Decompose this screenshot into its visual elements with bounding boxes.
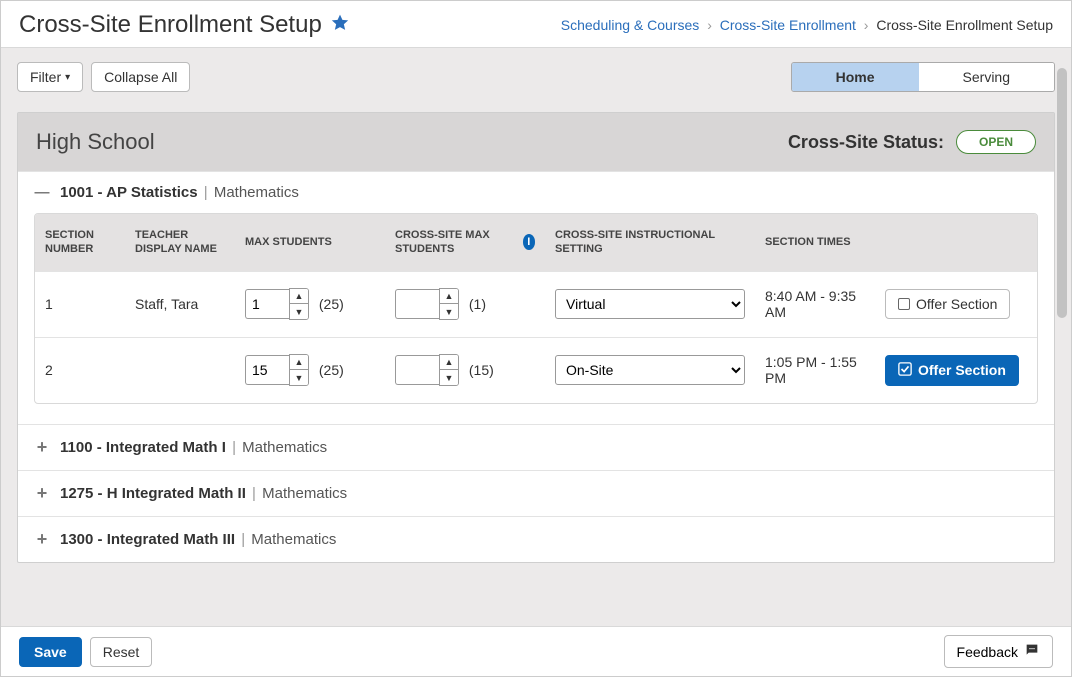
- expand-icon[interactable]: +: [34, 529, 50, 550]
- step-down-icon[interactable]: ▼: [440, 370, 458, 385]
- feedback-label: Feedback: [957, 644, 1018, 660]
- favorite-star-icon[interactable]: [330, 13, 350, 38]
- checkbox-checked-icon: [898, 362, 912, 379]
- cs-max-stepper[interactable]: ▲▼: [395, 288, 459, 320]
- offer-section-button[interactable]: Offer Section: [885, 355, 1019, 386]
- section-times: 1:05 PM - 1:55 PM: [755, 344, 875, 396]
- col-times: SECTION TIMES: [755, 221, 875, 263]
- max-cap: (25): [319, 362, 344, 378]
- chat-icon: [1024, 642, 1040, 661]
- course-dept: Mathematics: [251, 531, 336, 548]
- section-row: 1 Staff, Tara ▲▼ (25) ▲▼: [35, 271, 1037, 337]
- instructional-setting-select[interactable]: On-Site: [555, 355, 745, 385]
- step-up-icon[interactable]: ▲: [290, 289, 308, 304]
- max-cap: (25): [319, 296, 344, 312]
- checkbox-empty-icon: [898, 298, 910, 310]
- status-label: Cross-Site Status:: [788, 132, 944, 153]
- teacher-name: Staff, Tara: [125, 286, 235, 322]
- teacher-name: [125, 360, 235, 380]
- step-up-icon[interactable]: ▲: [440, 289, 458, 304]
- breadcrumb-link-2[interactable]: Cross-Site Enrollment: [720, 17, 856, 33]
- cs-max-stepper[interactable]: ▲▼: [395, 354, 459, 386]
- course-header[interactable]: + 1275 - H Integrated Math II | Mathemat…: [18, 470, 1054, 516]
- collapse-icon[interactable]: —: [34, 184, 50, 201]
- course-code: 1275 - H Integrated Math II: [60, 485, 246, 502]
- max-students-stepper[interactable]: ▲▼: [245, 354, 309, 386]
- instructional-setting-select[interactable]: Virtual: [555, 289, 745, 319]
- step-up-icon[interactable]: ▲: [440, 355, 458, 370]
- course-header[interactable]: + 1300 - Integrated Math III | Mathemati…: [18, 516, 1054, 562]
- collapse-all-button[interactable]: Collapse All: [91, 62, 190, 92]
- expand-icon[interactable]: +: [34, 483, 50, 504]
- step-down-icon[interactable]: ▼: [290, 370, 308, 385]
- course-dept: Mathematics: [242, 439, 327, 456]
- course-header[interactable]: — 1001 - AP Statistics | Mathematics: [18, 171, 1054, 213]
- footer-bar: Save Reset Feedback: [1, 626, 1071, 676]
- vertical-scrollbar[interactable]: [1055, 48, 1069, 626]
- col-setting: CROSS-SITE INSTRUCTIONAL SETTING: [545, 214, 755, 271]
- section-times: 8:40 AM - 9:35 AM: [755, 278, 875, 330]
- filter-button[interactable]: Filter ▾: [17, 62, 83, 92]
- panel-title: High School: [36, 129, 155, 155]
- feedback-button[interactable]: Feedback: [944, 635, 1053, 668]
- section-number: 1: [35, 286, 125, 322]
- cs-cap: (15): [469, 362, 494, 378]
- col-teacher: TEACHER DISPLAY NAME: [125, 214, 235, 271]
- step-down-icon[interactable]: ▼: [440, 304, 458, 319]
- expand-icon[interactable]: +: [34, 437, 50, 458]
- course-dept: Mathematics: [262, 485, 347, 502]
- course-code: 1001 - AP Statistics: [60, 184, 198, 201]
- max-students-stepper[interactable]: ▲▼: [245, 288, 309, 320]
- col-section-number: SECTION NUMBER: [35, 214, 125, 271]
- info-icon[interactable]: i: [523, 234, 535, 250]
- course-code: 1300 - Integrated Math III: [60, 531, 235, 548]
- page-title: Cross-Site Enrollment Setup: [19, 11, 322, 39]
- step-down-icon[interactable]: ▼: [290, 304, 308, 319]
- chevron-right-icon: ›: [864, 17, 869, 33]
- tab-home[interactable]: Home: [792, 63, 919, 91]
- breadcrumb: Scheduling & Courses › Cross-Site Enroll…: [561, 17, 1053, 33]
- breadcrumb-link-1[interactable]: Scheduling & Courses: [561, 17, 700, 33]
- section-number: 2: [35, 352, 125, 388]
- course-dept: Mathematics: [214, 184, 299, 201]
- cs-max-input[interactable]: [395, 289, 439, 319]
- max-students-input[interactable]: [245, 355, 289, 385]
- max-students-input[interactable]: [245, 289, 289, 319]
- view-toggle: Home Serving: [791, 62, 1055, 92]
- chevron-right-icon: ›: [707, 17, 712, 33]
- course-header[interactable]: + 1100 - Integrated Math I | Mathematics: [18, 424, 1054, 470]
- col-max-students: MAX STUDENTS: [235, 221, 385, 263]
- tab-serving[interactable]: Serving: [919, 63, 1054, 91]
- breadcrumb-current: Cross-Site Enrollment Setup: [876, 17, 1053, 33]
- offer-label: Offer Section: [916, 296, 997, 312]
- cs-max-input[interactable]: [395, 355, 439, 385]
- school-panel: High School Cross-Site Status: OPEN — 10…: [17, 112, 1055, 563]
- section-table-header: SECTION NUMBER TEACHER DISPLAY NAME MAX …: [35, 214, 1037, 271]
- section-row: 2 ▲▼ (25) ▲▼: [35, 337, 1037, 403]
- reset-button[interactable]: Reset: [90, 637, 153, 667]
- cs-cap: (1): [469, 296, 486, 312]
- filter-label: Filter: [30, 69, 61, 85]
- offer-section-button[interactable]: Offer Section: [885, 289, 1010, 319]
- save-button[interactable]: Save: [19, 637, 82, 667]
- col-cs-max: CROSS-SITE MAX STUDENTS: [395, 228, 517, 257]
- offer-label: Offer Section: [918, 362, 1006, 378]
- step-up-icon[interactable]: ▲: [290, 355, 308, 370]
- chevron-down-icon: ▾: [65, 72, 70, 83]
- status-badge: OPEN: [956, 130, 1036, 154]
- top-header: Cross-Site Enrollment Setup Scheduling &…: [1, 1, 1071, 48]
- course-code: 1100 - Integrated Math I: [60, 439, 226, 456]
